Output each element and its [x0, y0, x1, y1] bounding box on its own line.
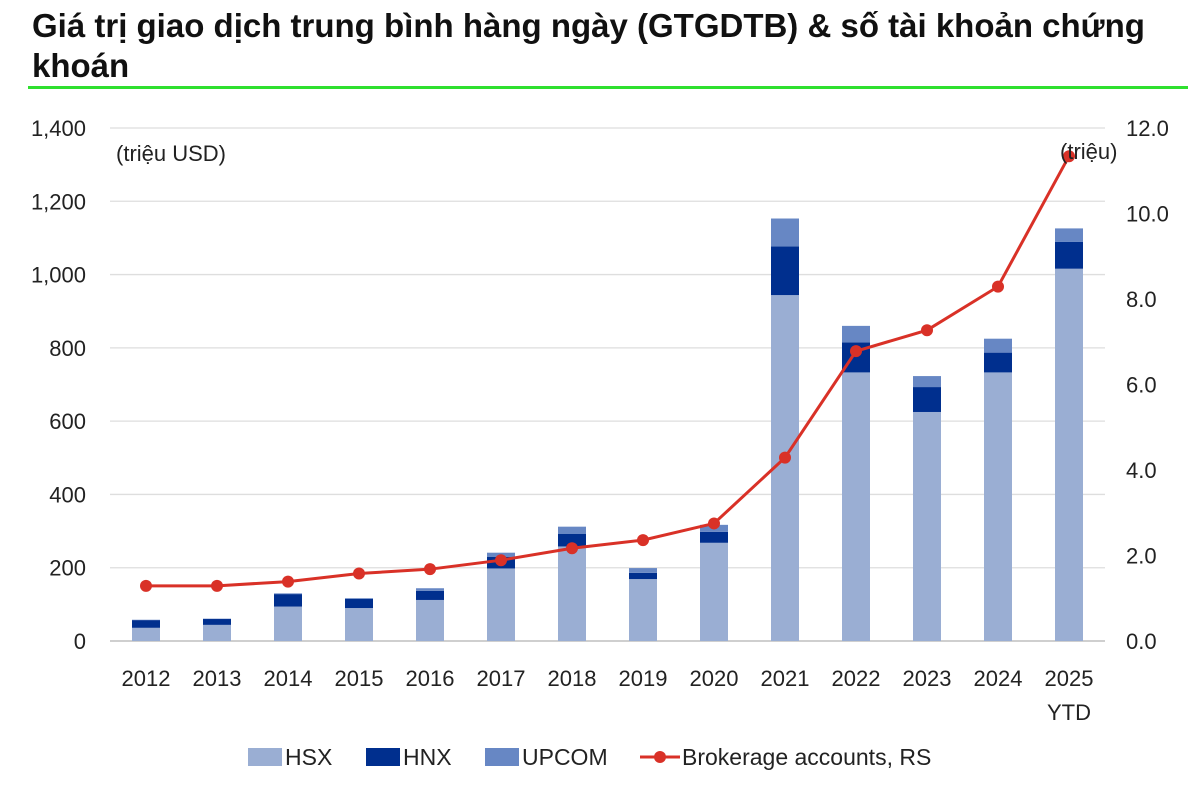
x-tick-label: 2018: [548, 666, 597, 691]
right-tick-label: 8.0: [1126, 287, 1157, 312]
line-brokerage-accounts: [146, 155, 1071, 588]
right-tick-label: 4.0: [1126, 458, 1157, 483]
bar-upcom: [629, 568, 657, 573]
left-tick-label: 1,400: [31, 116, 86, 141]
bar-upcom: [913, 376, 941, 388]
x-tick-label: 2016: [406, 666, 455, 691]
right-tick-label: 12.0: [1126, 116, 1169, 141]
x-tick-label: 2023: [903, 666, 952, 691]
line-point: [921, 324, 933, 337]
bar-hsx: [700, 542, 728, 641]
bar-hsx: [842, 372, 870, 641]
line-point: [992, 280, 1004, 293]
bar-hnx: [700, 531, 728, 543]
x-tick-label: 2012: [122, 666, 171, 691]
legend-swatch-hnx: [366, 748, 400, 766]
right-tick-label: 6.0: [1126, 373, 1157, 398]
bar-upcom: [984, 338, 1012, 353]
bar-hnx: [345, 598, 373, 609]
bar-hnx: [984, 352, 1012, 373]
bar-hnx: [1055, 241, 1083, 269]
line-point: [1063, 150, 1075, 163]
right-axis-unit: (triệu): [1060, 139, 1117, 164]
bar-hnx: [558, 534, 586, 547]
left-tick-label: 600: [49, 409, 86, 434]
bar-hsx: [487, 568, 515, 641]
bar-hnx: [629, 572, 657, 580]
title-divider: [28, 86, 1188, 89]
bar-hsx: [203, 624, 231, 641]
legend-swatch-hsx: [248, 748, 282, 766]
x-tick-label: 2022: [832, 666, 881, 691]
right-tick-label: 0.0: [1126, 629, 1157, 654]
legend-label: Brokerage accounts, RS: [682, 744, 931, 770]
x-tick-label: 2025 YTD: [1045, 666, 1094, 725]
bar-upcom: [842, 325, 870, 343]
x-tick-label: 2020: [690, 666, 739, 691]
legend-label: HNX: [403, 744, 452, 770]
left-tick-label: 800: [49, 336, 86, 361]
x-tick-label: 2014: [264, 666, 313, 691]
x-tick-label: 2015: [335, 666, 384, 691]
left-tick-label: 400: [49, 482, 86, 507]
line-point: [779, 451, 791, 464]
right-tick-label: 2.0: [1126, 544, 1157, 569]
bar-hsx: [913, 411, 941, 641]
bar-hnx: [274, 594, 302, 607]
line-point: [566, 542, 578, 555]
legend-label: UPCOM: [522, 744, 608, 770]
line-point: [424, 563, 436, 576]
left-axis-unit: (triệu USD): [116, 141, 226, 166]
x-tick-label: 2013: [193, 666, 242, 691]
bar-hnx: [132, 620, 160, 628]
line-point: [495, 554, 507, 567]
left-tick-label: 200: [49, 556, 86, 581]
bar-upcom: [345, 598, 373, 599]
bar-hsx: [629, 579, 657, 641]
bar-hnx: [416, 590, 444, 600]
bar-upcom: [558, 526, 586, 535]
legend-label: HSX: [285, 744, 332, 770]
line-point: [211, 579, 223, 592]
line-point: [850, 345, 862, 358]
left-tick-label: 0: [74, 629, 86, 654]
left-tick-label: 1,200: [31, 189, 86, 214]
bar-hsx: [345, 608, 373, 641]
line-point: [637, 534, 649, 547]
x-tick-label: 2021: [761, 666, 810, 691]
x-tick-label: 2017: [477, 666, 526, 691]
line-point: [708, 517, 720, 530]
bar-hsx: [132, 627, 160, 641]
bar-hsx: [416, 599, 444, 641]
left-tick-label: 1,000: [31, 263, 86, 288]
x-tick-label: 2024: [974, 666, 1023, 691]
bar-hnx: [203, 619, 231, 625]
bar-upcom: [416, 588, 444, 591]
bar-hnx: [913, 387, 941, 412]
bar-hsx: [558, 546, 586, 641]
line-point: [353, 567, 365, 580]
line-point: [282, 575, 294, 588]
bar-hsx: [984, 372, 1012, 641]
bar-upcom: [274, 593, 302, 595]
chart-title: Giá trị giao dịch trung bình hàng ngày (…: [32, 7, 1145, 84]
bar-upcom: [771, 218, 799, 247]
line-point: [140, 579, 152, 592]
bar-hnx: [771, 246, 799, 296]
legend-swatch-marker: [654, 751, 666, 763]
legend-swatch-upcom: [485, 748, 519, 766]
x-tick-label: 2019: [619, 666, 668, 691]
bar-upcom: [1055, 228, 1083, 242]
right-tick-label: 10.0: [1126, 202, 1169, 227]
bar-hsx: [1055, 268, 1083, 641]
bar-hsx: [274, 606, 302, 641]
